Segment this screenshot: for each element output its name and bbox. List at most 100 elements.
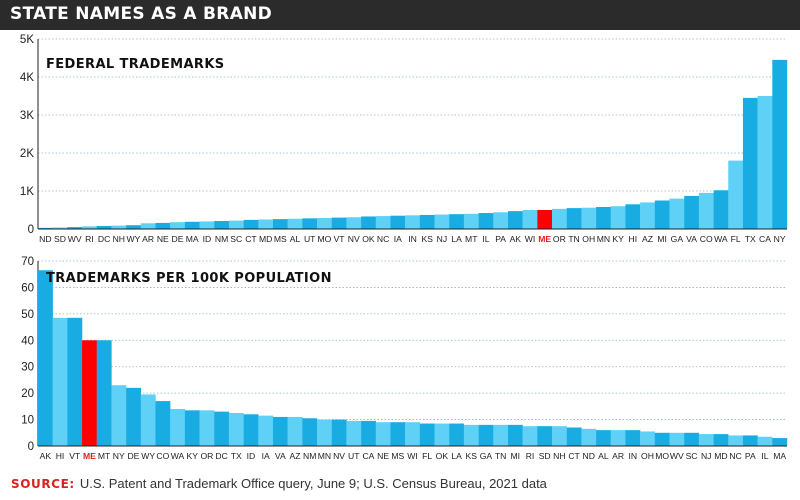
x-tick-label-ca: CA	[362, 451, 374, 461]
x-tick-label-az: AZ	[642, 234, 653, 244]
bar-wi	[405, 422, 421, 446]
x-tick-label-me: ME	[538, 234, 551, 244]
bar-wy	[126, 225, 142, 229]
bar-ut	[302, 218, 318, 229]
x-tick-label-tn: TN	[495, 451, 506, 461]
x-tick-label-vt: VT	[69, 451, 81, 461]
y-tick-label: 2K	[20, 148, 34, 160]
bar-wi	[522, 210, 538, 229]
x-tick-label-nm: NM	[215, 234, 228, 244]
bar-ok	[361, 216, 376, 229]
y-tick-label: 4K	[20, 72, 34, 84]
bar-nj	[434, 214, 450, 229]
x-tick-label-ct: CT	[245, 234, 257, 244]
x-tick-label-dc: DC	[98, 234, 110, 244]
bar-wy	[140, 394, 156, 446]
x-tick-label-mi: MI	[511, 451, 521, 461]
x-tick-label-nd: ND	[39, 234, 51, 244]
y-tick-label: 60	[21, 282, 34, 294]
bar-ri	[522, 426, 538, 446]
x-tick-label-sc: SC	[686, 451, 698, 461]
bar-mo	[317, 217, 332, 229]
x-tick-label-or: OR	[553, 234, 566, 244]
gridlines	[38, 38, 787, 192]
x-tick-label-oh: OH	[641, 451, 654, 461]
bars	[38, 270, 788, 446]
bar-ga	[669, 198, 685, 229]
bar-nv	[346, 217, 362, 229]
x-tick-label-nh: NH	[113, 234, 125, 244]
y-tick-label: 5K	[20, 34, 34, 46]
bar-de	[170, 222, 186, 229]
bar-ky	[610, 206, 626, 229]
x-tick-label-mt: MT	[98, 451, 111, 461]
x-tick-label-nc: NC	[729, 451, 741, 461]
y-tick-label: 0	[28, 441, 34, 453]
x-tick-label-wy: WY	[141, 451, 155, 461]
source-label: SOURCE:	[11, 477, 75, 491]
x-tick-label-mn: MN	[597, 234, 610, 244]
bar-tx	[228, 412, 244, 446]
header-bar: STATE NAMES AS A BRAND	[0, 0, 800, 30]
bar-wv	[67, 227, 83, 229]
bar-ne	[155, 222, 171, 229]
bar-nm	[302, 418, 318, 446]
x-tick-label-va: VA	[686, 234, 697, 244]
bar-hi	[52, 317, 68, 446]
bar-me	[82, 340, 97, 446]
bar-az	[640, 202, 656, 229]
bar-va	[272, 416, 288, 446]
x-tick-label-nc: NC	[377, 234, 389, 244]
x-tick-label-mi: MI	[657, 234, 667, 244]
bar-id	[199, 221, 215, 229]
bar-va	[684, 195, 700, 229]
gridlines	[38, 260, 787, 420]
bar-pa	[493, 212, 509, 229]
bar-oh	[640, 431, 656, 446]
y-tick-label: 1K	[20, 186, 34, 198]
bar-nj	[698, 434, 714, 446]
bar-dc	[214, 411, 230, 446]
x-tick-label-ak: AK	[40, 451, 52, 461]
x-tick-label-ny: NY	[113, 451, 125, 461]
x-tick-label-ky: KY	[186, 451, 198, 461]
x-tick-label-sd: SD	[539, 451, 551, 461]
bar-oh	[581, 207, 597, 229]
x-tick-label-co: CO	[156, 451, 169, 461]
bar-al	[287, 218, 303, 229]
x-tick-label-mo: MO	[317, 234, 331, 244]
x-tick-label-ok: OK	[362, 234, 375, 244]
y-tick-label: 10	[21, 415, 34, 427]
bar-wa	[713, 190, 729, 229]
x-tick-label-ms: MS	[391, 451, 404, 461]
x-tick-label-tx: TX	[745, 234, 756, 244]
x-tick-label-vt: VT	[334, 234, 346, 244]
bar-nv	[331, 419, 347, 446]
bar-de	[126, 387, 142, 446]
bar-ms	[272, 219, 288, 229]
x-tick-label-hi: HI	[56, 451, 65, 461]
bar-id	[243, 414, 259, 446]
bar-in	[405, 215, 421, 229]
bar-nm	[214, 221, 230, 229]
bar-tx	[742, 97, 758, 230]
bar-vt	[331, 217, 347, 229]
bar-ri	[82, 226, 97, 229]
bar-ny	[111, 385, 127, 446]
x-tick-label-me: ME	[83, 451, 96, 461]
bar-ut	[346, 420, 362, 446]
bar-or	[552, 208, 567, 229]
x-tick-label-or: OR	[200, 451, 213, 461]
y-tick-label: 0	[28, 224, 34, 236]
bars	[38, 59, 788, 230]
bar-al	[596, 430, 611, 446]
bar-il	[757, 436, 773, 446]
bar-ct	[566, 427, 582, 446]
x-tick-label-ma: MA	[773, 451, 786, 461]
x-tick-label-ks: KS	[421, 234, 433, 244]
bar-co	[698, 192, 714, 229]
x-tick-label-mo: MO	[655, 451, 669, 461]
bar-md	[258, 219, 274, 229]
bar-il	[478, 213, 494, 229]
x-tick-label-ct: CT	[568, 451, 580, 461]
